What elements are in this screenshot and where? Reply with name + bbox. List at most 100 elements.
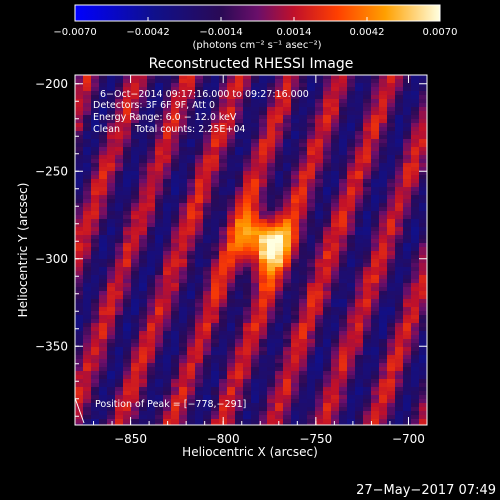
heatmap-cell (187, 387, 195, 391)
heatmap-cell (387, 171, 395, 175)
heatmap-cell (259, 279, 267, 283)
heatmap-cell (115, 247, 123, 251)
heatmap-cell (307, 83, 315, 87)
heatmap-cell (171, 291, 179, 295)
heatmap-cell (307, 359, 315, 363)
heatmap-cell (419, 207, 427, 211)
heatmap-cell (315, 331, 323, 335)
heatmap-cell (299, 391, 307, 395)
heatmap-cell (419, 135, 427, 139)
heatmap-cell (243, 159, 251, 163)
heatmap-cell (195, 271, 203, 275)
heatmap-cell (243, 395, 251, 399)
heatmap-cell (171, 235, 179, 239)
heatmap-cell (347, 339, 355, 343)
heatmap (75, 75, 427, 425)
heatmap-cell (139, 415, 147, 419)
heatmap-cell (323, 379, 331, 383)
heatmap-cell (403, 187, 411, 191)
heatmap-cell (347, 167, 355, 171)
heatmap-cell (275, 99, 283, 103)
heatmap-cell (363, 255, 371, 259)
heatmap-cell (363, 199, 371, 203)
heatmap-cell (267, 251, 275, 255)
heatmap-cell (387, 371, 395, 375)
heatmap-cell (411, 187, 419, 191)
heatmap-cell (411, 75, 419, 79)
heatmap-cell (251, 203, 259, 207)
heatmap-cell (235, 351, 243, 355)
heatmap-cell (187, 343, 195, 347)
heatmap-cell (347, 307, 355, 311)
heatmap-cell (387, 275, 395, 279)
heatmap-cell (411, 279, 419, 283)
heatmap-cell (379, 331, 387, 335)
heatmap-cell (275, 219, 283, 223)
heatmap-cell (307, 91, 315, 95)
heatmap-cell (91, 291, 99, 295)
heatmap-cell (275, 255, 283, 259)
heatmap-cell (99, 111, 107, 115)
heatmap-cell (243, 367, 251, 371)
heatmap-cell (99, 263, 107, 267)
heatmap-cell (315, 299, 323, 303)
heatmap-cell (267, 175, 275, 179)
heatmap-cell (299, 411, 307, 415)
heatmap-cell (267, 263, 275, 267)
heatmap-cell (163, 187, 171, 191)
heatmap-cell (203, 111, 211, 115)
heatmap-cell (179, 215, 187, 219)
heatmap-cell (139, 323, 147, 327)
heatmap-cell (283, 327, 291, 331)
heatmap-cell (323, 143, 331, 147)
heatmap-cell (75, 199, 83, 203)
heatmap-cell (307, 163, 315, 167)
heatmap-cell (331, 87, 339, 91)
heatmap-cell (243, 291, 251, 295)
heatmap-cell (163, 207, 171, 211)
heatmap-cell (291, 127, 299, 131)
heatmap-cell (371, 271, 379, 275)
heatmap-cell (299, 103, 307, 107)
heatmap-cell (243, 219, 251, 223)
heatmap-cell (299, 383, 307, 387)
heatmap-cell (419, 395, 427, 399)
heatmap-cell (147, 203, 155, 207)
heatmap-cell (171, 103, 179, 107)
heatmap-cell (379, 203, 387, 207)
heatmap-cell (147, 159, 155, 163)
heatmap-cell (115, 371, 123, 375)
heatmap-cell (363, 395, 371, 399)
heatmap-cell (339, 319, 347, 323)
heatmap-cell (363, 235, 371, 239)
heatmap-cell (283, 383, 291, 387)
heatmap-cell (99, 179, 107, 183)
heatmap-cell (251, 359, 259, 363)
heatmap-cell (371, 279, 379, 283)
heatmap-cell (315, 163, 323, 167)
heatmap-cell (371, 303, 379, 307)
heatmap-cell (163, 159, 171, 163)
heatmap-cell (123, 299, 131, 303)
heatmap-cell (371, 355, 379, 359)
heatmap-cell (99, 319, 107, 323)
heatmap-cell (83, 215, 91, 219)
heatmap-cell (83, 99, 91, 103)
heatmap-cell (275, 335, 283, 339)
heatmap-cell (147, 199, 155, 203)
heatmap-cell (371, 283, 379, 287)
heatmap-cell (235, 75, 243, 79)
heatmap-cell (195, 143, 203, 147)
heatmap-cell (83, 79, 91, 83)
heatmap-cell (363, 267, 371, 271)
heatmap-cell (243, 127, 251, 131)
heatmap-cell (99, 79, 107, 83)
heatmap-cell (131, 163, 139, 167)
heatmap-cell (355, 343, 363, 347)
heatmap-cell (227, 323, 235, 327)
heatmap-cell (411, 203, 419, 207)
heatmap-cell (155, 235, 163, 239)
heatmap-cell (75, 243, 83, 247)
heatmap-cell (371, 411, 379, 415)
heatmap-cell (379, 311, 387, 315)
